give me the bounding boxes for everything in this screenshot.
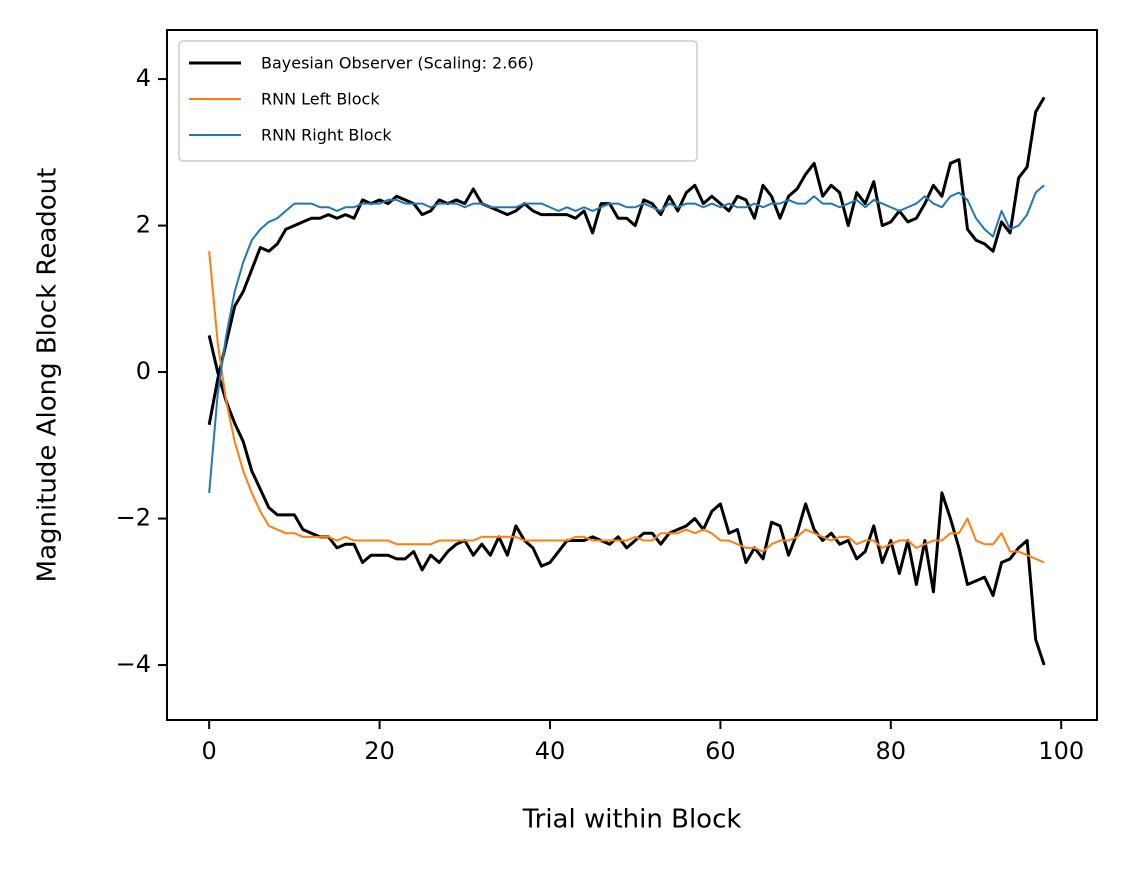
x-tick-label: 40 <box>535 737 566 765</box>
x-tick-label: 80 <box>876 737 907 765</box>
legend-box <box>178 40 698 162</box>
y-tick-label: −2 <box>116 504 151 532</box>
x-axis-label: Trial within Block <box>522 805 742 835</box>
x-tick-label: 60 <box>705 737 736 765</box>
y-tick-label: −4 <box>116 650 151 678</box>
legend-label: Bayesian Observer (Scaling: 2.66) <box>261 54 534 73</box>
legend-label: RNN Left Block <box>261 90 380 109</box>
x-tick-label: 100 <box>1038 737 1084 765</box>
x-tick-label: 0 <box>202 737 217 765</box>
y-tick-label: 2 <box>136 211 151 239</box>
line <box>208 251 1045 564</box>
line <box>207 335 1046 666</box>
plot-frame <box>166 29 1098 721</box>
line <box>207 96 1046 426</box>
x-tick-label: 20 <box>364 737 395 765</box>
y-axis-label: Magnitude Along Block Readout <box>33 168 63 583</box>
y-tick-label: 4 <box>136 64 151 92</box>
line <box>208 184 1045 494</box>
legend-label: RNN Right Block <box>261 126 392 145</box>
y-tick-label: 0 <box>136 357 151 385</box>
